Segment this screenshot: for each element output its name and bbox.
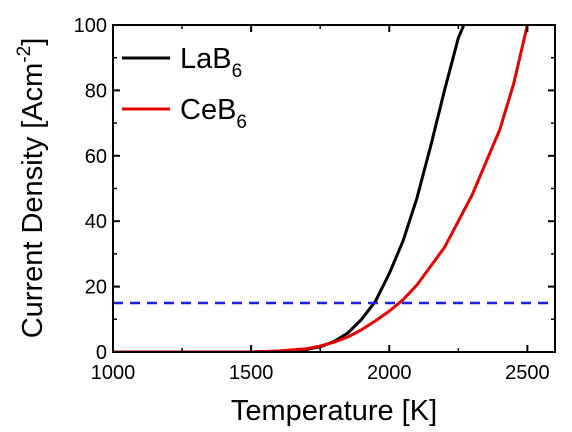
x-axis-ticks: 1000 1500 2000 2500 bbox=[91, 25, 550, 384]
y-axis-ticks: 0 20 40 60 80 100 bbox=[74, 15, 555, 364]
legend-label-lab6: LaB6 bbox=[180, 43, 242, 82]
x-axis-title: Temperature [K] bbox=[231, 395, 437, 427]
legend-label-ceb6-main: CeB bbox=[180, 94, 236, 126]
x-tick-label: 1500 bbox=[229, 362, 274, 384]
y-axis-title-main: Current Density [Acm bbox=[17, 63, 49, 339]
legend: LaB6 CeB6 bbox=[122, 43, 247, 133]
legend-label-lab6-main: LaB bbox=[180, 43, 232, 75]
x-tick-label: 1000 bbox=[91, 362, 136, 384]
data-lines bbox=[113, 25, 529, 352]
y-axis-title-close: ] bbox=[17, 38, 49, 46]
y-axis-title: Current Density [Acm-2] bbox=[14, 38, 49, 339]
y-tick-label: 100 bbox=[74, 15, 107, 37]
y-tick-label: 20 bbox=[85, 277, 107, 299]
y-axis-title-superscript: -2 bbox=[14, 46, 35, 63]
legend-label-ceb6: CeB6 bbox=[180, 94, 247, 133]
y-tick-label: 80 bbox=[85, 80, 107, 102]
y-tick-label: 40 bbox=[85, 211, 107, 233]
y-tick-label: 0 bbox=[96, 342, 107, 364]
legend-label-lab6-subscript: 6 bbox=[232, 61, 243, 82]
x-tick-label: 2500 bbox=[505, 362, 550, 384]
x-tick-label: 2000 bbox=[367, 362, 412, 384]
legend-label-ceb6-subscript: 6 bbox=[236, 112, 247, 133]
series-line-ceb6 bbox=[113, 25, 529, 352]
y-tick-label: 60 bbox=[85, 146, 107, 168]
